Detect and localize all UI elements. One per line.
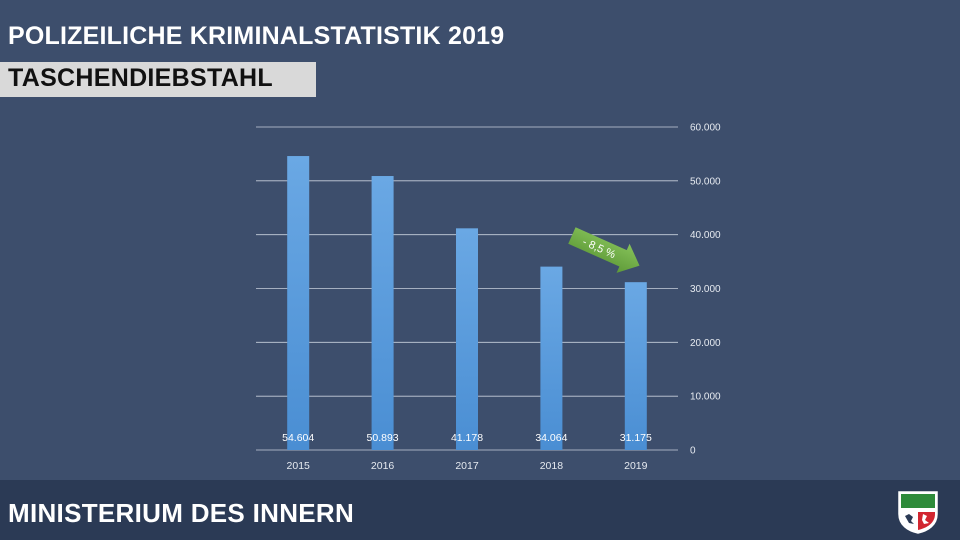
y-tick-label: 30.000 <box>690 284 721 295</box>
bar-2015 <box>287 156 310 450</box>
bar-2019 <box>624 282 647 450</box>
ministry-name: MINISTERIUM DES INNERN <box>8 498 355 528</box>
nrw-coat-of-arms-icon <box>898 491 938 534</box>
data-label: 34.064 <box>535 432 567 444</box>
arrow-icon <box>568 227 640 273</box>
y-tick-label: 20.000 <box>690 338 721 349</box>
bar-2017 <box>456 228 478 450</box>
page-title: POLIZEILICHE KRIMINALSTATISTIK 2019 <box>8 22 505 50</box>
x-tick-label: 2017 <box>455 460 479 472</box>
change-annotation: - 8,5 % <box>568 227 640 273</box>
bar-chart: 0 10.000 20.000 30.000 40.000 50.000 60.000 54.… <box>256 123 721 472</box>
chart-subtitle: TASCHENDIEBSTAHL <box>8 64 273 92</box>
y-tick-label: 40.000 <box>690 230 721 241</box>
data-label: 41.178 <box>451 432 483 444</box>
data-label: 54.604 <box>282 432 314 444</box>
data-label: 50.893 <box>367 432 399 444</box>
footer-bar: MINISTERIUM DES INNERN <box>0 480 960 540</box>
x-tick-label: 2016 <box>371 460 395 472</box>
bar-2016 <box>371 176 394 451</box>
y-tick-label: 10.000 <box>690 392 721 403</box>
y-tick-label: 60.000 <box>690 123 721 134</box>
data-label: 31.175 <box>620 432 652 444</box>
x-tick-label: 2018 <box>540 460 564 472</box>
subtitle-banner: TASCHENDIEBSTAHL <box>0 62 316 97</box>
y-tick-label: 50.000 <box>690 176 721 187</box>
x-tick-label: 2015 <box>287 460 311 472</box>
bar-2018 <box>540 266 563 450</box>
x-tick-label: 2019 <box>624 460 648 472</box>
y-tick-label: 0 <box>690 446 696 457</box>
